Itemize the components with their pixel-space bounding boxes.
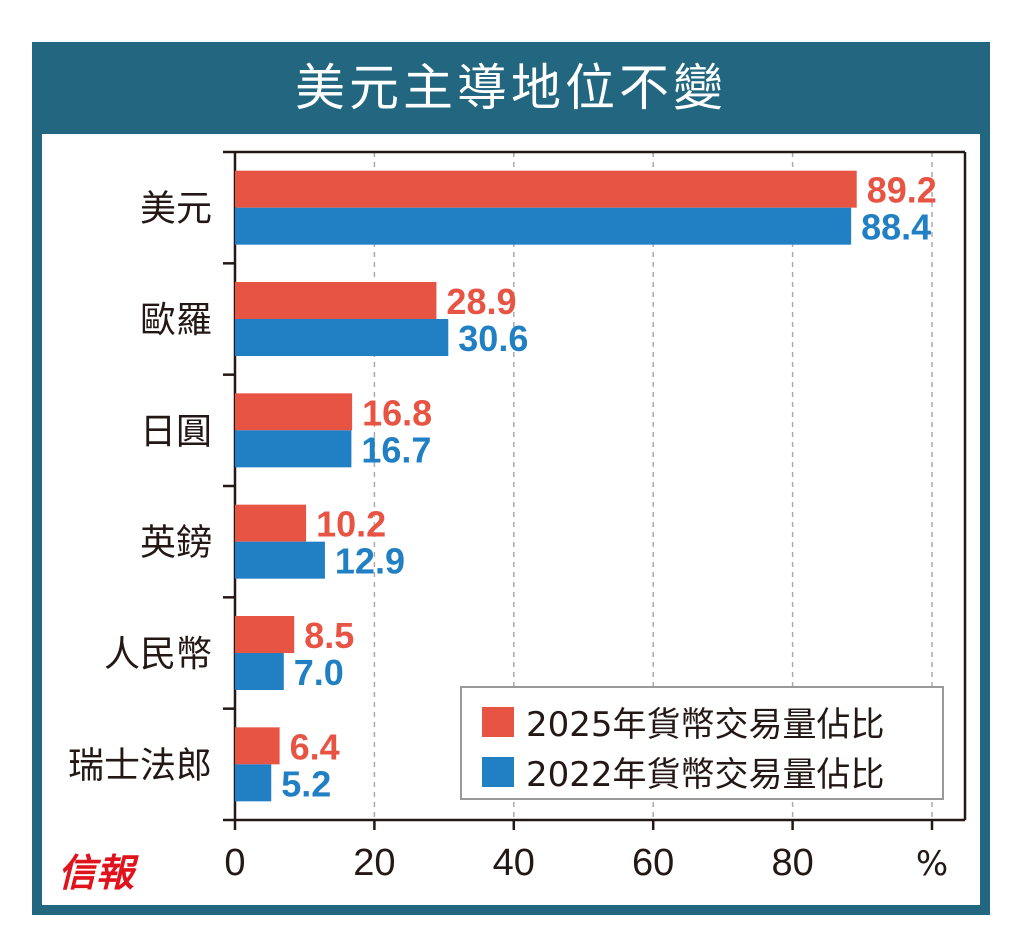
legend-swatch	[482, 707, 514, 737]
xinbao-logo: 信報	[58, 850, 135, 895]
bar-2022	[235, 207, 852, 245]
x-tick-label: 20	[353, 842, 395, 884]
legend-swatch	[482, 757, 514, 787]
legend-label: 2022年貨幣交易量佔比	[526, 755, 885, 795]
x-tick-label: 0	[224, 842, 245, 884]
x-unit-label: %	[916, 844, 948, 884]
legend-label: 2025年貨幣交易量佔比	[526, 705, 885, 745]
x-tick-label: 60	[632, 842, 674, 884]
category-label: 美元	[140, 189, 212, 230]
bar-2022	[235, 541, 325, 579]
data-label: 16.8	[362, 392, 432, 433]
data-label: 10.2	[316, 504, 386, 545]
data-label: 88.4	[861, 207, 931, 248]
data-label: 7.0	[294, 652, 344, 693]
category-label: 日圓	[140, 411, 212, 452]
data-label: 12.9	[335, 541, 405, 582]
category-label: 人民幣	[104, 634, 212, 675]
bar-2022	[235, 430, 352, 468]
bar-2025	[235, 616, 295, 653]
data-label: 28.9	[446, 281, 516, 322]
data-label: 6.4	[290, 726, 340, 767]
data-label: 16.7	[361, 429, 431, 470]
x-tick-label: 40	[493, 842, 535, 884]
data-label: 30.6	[458, 318, 528, 359]
bar-2025	[235, 170, 857, 208]
bar-2025	[235, 282, 437, 319]
category-label: 英鎊	[140, 523, 212, 564]
bar-2022	[235, 653, 284, 690]
bar-2025	[235, 504, 307, 542]
chart-title: 美元主導地位不變	[295, 59, 727, 117]
category-label: 瑞士法郎	[68, 745, 212, 786]
bar-2022	[235, 319, 449, 356]
data-label: 8.5	[304, 615, 354, 656]
bar-2022	[235, 764, 272, 802]
legend-box	[460, 686, 944, 800]
bar-2025	[235, 393, 353, 431]
category-label: 歐羅	[140, 300, 212, 341]
data-label: 89.2	[867, 170, 937, 211]
bar-2025	[235, 727, 280, 765]
data-label: 5.2	[281, 763, 331, 804]
x-tick-label: 80	[771, 842, 813, 884]
